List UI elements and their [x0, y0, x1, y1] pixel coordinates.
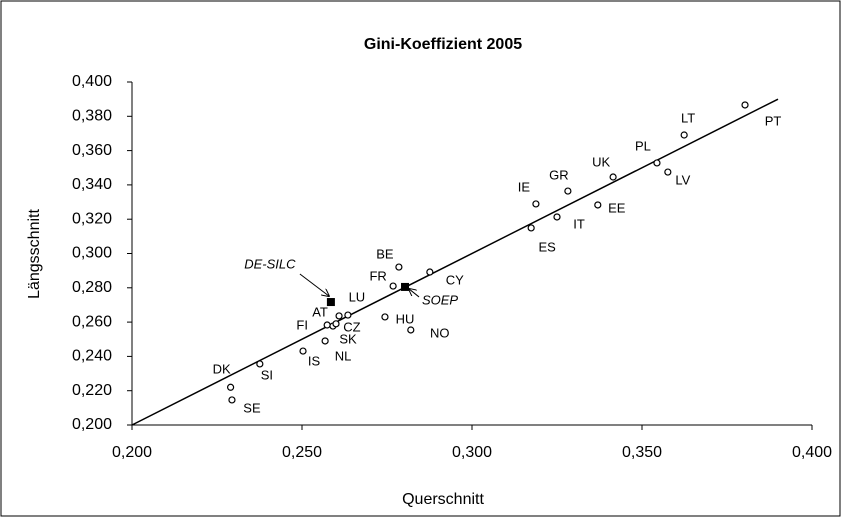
data-point [741, 101, 749, 109]
point-label: GR [549, 168, 569, 183]
data-point [326, 298, 335, 307]
point-label: LU [349, 290, 366, 305]
point-label: FR [369, 269, 386, 284]
data-point [609, 173, 617, 181]
point-label: HU [396, 311, 415, 326]
data-point [381, 313, 389, 321]
point-label: BE [376, 246, 394, 261]
data-point [426, 268, 434, 276]
x-tick-label: 0,300 [452, 444, 492, 461]
reference-line [131, 98, 779, 426]
point-label: LT [681, 110, 695, 125]
data-point [389, 282, 397, 290]
y-tick-label: 0,320 [72, 210, 112, 227]
x-tick-label: 0,200 [112, 444, 152, 461]
data-point [321, 337, 329, 345]
data-point [564, 187, 572, 195]
data-point [332, 320, 340, 328]
point-label: SI [261, 367, 273, 382]
point-label: CZ [343, 319, 360, 334]
y-tick-label: 0,240 [72, 348, 112, 365]
data-point [527, 224, 535, 232]
data-point [395, 263, 403, 271]
data-point [227, 383, 235, 391]
data-point [335, 312, 343, 320]
point-label: UK [592, 154, 610, 169]
point-label: IE [518, 179, 531, 194]
data-point [594, 201, 602, 209]
point-label: PT [765, 113, 782, 128]
x-tick-label: 0,350 [622, 444, 662, 461]
point-label: SE [243, 400, 261, 415]
point-label: EE [608, 200, 626, 215]
data-point [228, 396, 236, 404]
y-tick-label: 0,400 [72, 73, 112, 90]
data-point [323, 321, 331, 329]
data-point [256, 360, 264, 368]
y-tick-label: 0,380 [72, 108, 112, 125]
data-point [401, 282, 410, 291]
point-label: DE-SILC [244, 256, 296, 271]
chart-title: Gini-Koeffizient 2005 [364, 36, 522, 53]
x-tick-label: 0,250 [282, 444, 322, 461]
y-tick-label: 0,300 [72, 245, 112, 262]
point-label: NL [335, 348, 352, 363]
y-tick-label: 0,220 [72, 382, 112, 399]
data-point [653, 159, 661, 167]
point-label: CY [446, 272, 464, 287]
annotation-arrow [299, 273, 329, 296]
annotation-arrow [409, 289, 420, 298]
y-tick-label: 0,340 [72, 176, 112, 193]
point-label: DK [213, 362, 231, 377]
y-tick-label: 0,260 [72, 313, 112, 330]
point-label: SOEP [422, 292, 458, 307]
data-point [344, 311, 352, 319]
data-point [664, 168, 672, 176]
y-axis-label: Längsschnitt [26, 209, 43, 299]
x-tick-label: 0,400 [792, 444, 832, 461]
x-axis-label: Querschnitt [402, 491, 484, 508]
data-point [553, 213, 561, 221]
data-point [532, 200, 540, 208]
point-label: ES [538, 239, 556, 254]
data-point [407, 326, 415, 334]
point-label: IS [308, 354, 321, 369]
point-label: SK [339, 331, 357, 346]
y-tick-label: 0,360 [72, 142, 112, 159]
point-label: LV [675, 172, 690, 187]
y-tick-label: 0,280 [72, 279, 112, 296]
data-point [680, 131, 688, 139]
data-point [299, 347, 307, 355]
point-label: FI [296, 317, 308, 332]
point-label: PL [635, 138, 651, 153]
point-label: NO [430, 325, 450, 340]
y-tick-label: 0,200 [72, 416, 112, 433]
point-label: IT [573, 216, 585, 231]
point-label: AT [312, 304, 328, 319]
